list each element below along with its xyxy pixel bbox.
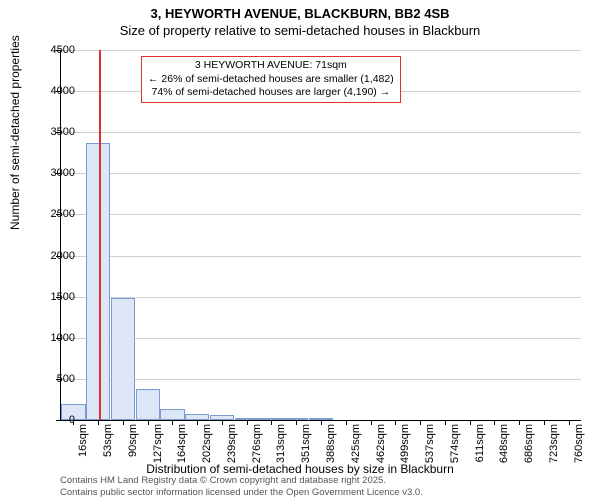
xtick-mark <box>321 420 322 425</box>
xtick-mark <box>445 420 446 425</box>
gridline <box>61 132 581 133</box>
footer-line1: Contains HM Land Registry data © Crown c… <box>60 475 423 486</box>
x-axis-label: Distribution of semi-detached houses by … <box>0 462 600 476</box>
gridline <box>61 379 581 380</box>
xtick-mark <box>172 420 173 425</box>
ytick-label: 0 <box>35 414 75 426</box>
xtick-mark <box>222 420 223 425</box>
xtick-mark <box>148 420 149 425</box>
xtick-mark <box>470 420 471 425</box>
xtick-mark <box>494 420 495 425</box>
footer-line2: Contains public sector information licen… <box>60 487 423 498</box>
chart-subtitle: Size of property relative to semi-detach… <box>0 21 600 38</box>
ytick-label: 4500 <box>35 44 75 56</box>
xtick-mark <box>544 420 545 425</box>
gridline <box>61 214 581 215</box>
xtick-mark <box>346 420 347 425</box>
xtick-mark <box>420 420 421 425</box>
ytick-label: 1000 <box>35 332 75 344</box>
xtick-mark <box>371 420 372 425</box>
chart-container: 3, HEYWORTH AVENUE, BLACKBURN, BB2 4SB S… <box>0 0 600 500</box>
ytick-label: 2500 <box>35 208 75 220</box>
gridline <box>61 173 581 174</box>
chart-title: 3, HEYWORTH AVENUE, BLACKBURN, BB2 4SB <box>0 0 600 21</box>
xtick-mark <box>296 420 297 425</box>
xtick-mark <box>569 420 570 425</box>
ytick-label: 2000 <box>35 250 75 262</box>
ytick-label: 1500 <box>35 291 75 303</box>
bar <box>111 298 135 420</box>
gridline <box>61 338 581 339</box>
annotation-line: 74% of semi-detached houses are larger (… <box>148 86 394 100</box>
gridline <box>61 297 581 298</box>
ytick-label: 4000 <box>35 85 75 97</box>
bar <box>136 389 160 420</box>
bar <box>160 409 184 421</box>
ytick-label: 3500 <box>35 126 75 138</box>
gridline <box>61 50 581 51</box>
ytick-label: 3000 <box>35 167 75 179</box>
plot-area: 16sqm53sqm90sqm127sqm164sqm202sqm239sqm2… <box>60 50 581 421</box>
annotation-line: 3 HEYWORTH AVENUE: 71sqm <box>148 59 394 73</box>
ytick-label: 500 <box>35 373 75 385</box>
xtick-mark <box>247 420 248 425</box>
xtick-mark <box>395 420 396 425</box>
xtick-mark <box>271 420 272 425</box>
xtick-mark <box>197 420 198 425</box>
footer-text: Contains HM Land Registry data © Crown c… <box>60 475 423 498</box>
annotation-line: ← 26% of semi-detached houses are smalle… <box>148 73 394 87</box>
gridline <box>61 256 581 257</box>
xtick-mark <box>98 420 99 425</box>
y-axis-label: Number of semi-detached properties <box>8 35 22 230</box>
annotation-box: 3 HEYWORTH AVENUE: 71sqm← 26% of semi-de… <box>141 56 401 103</box>
xtick-mark <box>519 420 520 425</box>
xtick-mark <box>123 420 124 425</box>
reference-line <box>99 50 101 420</box>
